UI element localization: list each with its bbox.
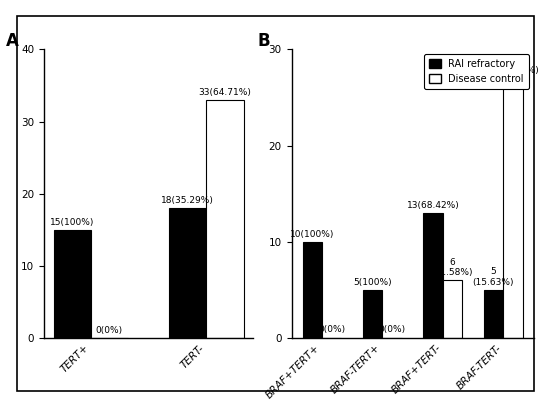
Text: 0(0%): 0(0%) [318,325,345,334]
Text: 6
(31.58%): 6 (31.58%) [432,258,473,277]
Legend: RAI refractory, Disease control: RAI refractory, Disease control [424,54,529,89]
Text: 15(100%): 15(100%) [50,218,94,227]
Text: 0(0%): 0(0%) [96,326,123,335]
Text: 18(35.29%): 18(35.29%) [162,196,214,205]
Text: 13(68.42%): 13(68.42%) [406,201,459,210]
Bar [53,230,91,338]
Text: 33(64.71%): 33(64.71%) [199,88,251,97]
Bar [169,208,206,338]
Bar [206,100,244,338]
Text: 10(100%): 10(100%) [290,230,334,239]
Text: 27(84.37%): 27(84.37%) [486,66,539,75]
Text: B: B [257,32,270,50]
Bar [443,280,462,338]
Text: 5(100%): 5(100%) [353,278,392,287]
Bar [363,290,382,338]
Text: A: A [7,32,19,50]
Bar [503,78,522,338]
Text: 0(0%): 0(0%) [378,325,405,334]
Bar [484,290,503,338]
Text: 5
(15.63%): 5 (15.63%) [473,267,514,287]
Bar [424,213,443,338]
Bar [302,242,322,338]
